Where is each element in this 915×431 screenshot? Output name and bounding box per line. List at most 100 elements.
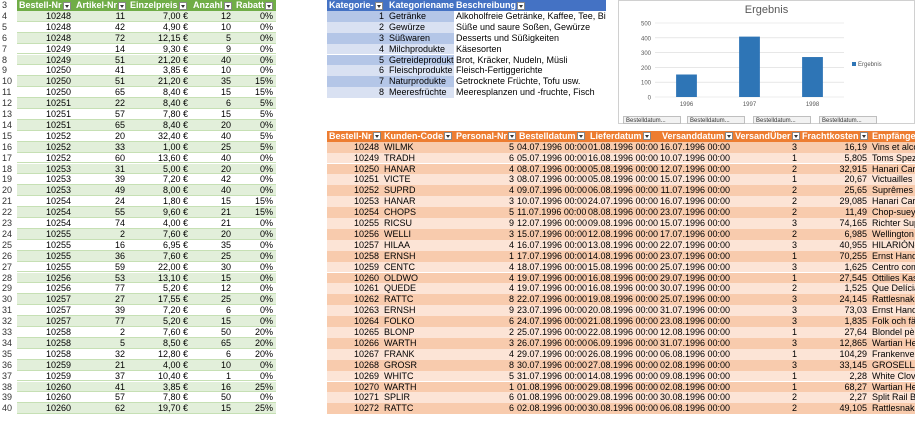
table3-cell[interactable]: 10255 bbox=[327, 218, 382, 229]
table3-cell[interactable]: 3 bbox=[454, 196, 517, 208]
table2-cell[interactable]: Meeresplanzen und -fruchte, Fisch bbox=[454, 87, 606, 99]
table2-cell[interactable]: 3 bbox=[327, 32, 387, 44]
table1-cell[interactable]: 21 bbox=[74, 359, 128, 371]
table1-cell[interactable]: 2 bbox=[74, 327, 128, 338]
table3-cell[interactable]: 12.08.1996 00:00 bbox=[660, 327, 733, 338]
table3-cell[interactable]: QUEDE bbox=[382, 283, 454, 295]
table3-cell[interactable]: 20,67 bbox=[800, 174, 870, 186]
table3-cell[interactable]: 4 bbox=[454, 272, 517, 284]
table3-cell[interactable]: 73,03 bbox=[800, 305, 870, 317]
table3-cell[interactable]: 29.08.1996 00:00 bbox=[588, 392, 660, 404]
table3-cell[interactable]: 16.07.1996 00:00 bbox=[517, 239, 588, 251]
table3-cell[interactable]: 13.08.1996 00:00 bbox=[588, 239, 660, 251]
table3-cell[interactable]: 2 bbox=[733, 207, 800, 218]
table1-cell[interactable]: 0% bbox=[234, 163, 276, 175]
table3-cell[interactable]: 06.08.1996 00:00 bbox=[660, 348, 733, 360]
filter-dropdown-icon[interactable] bbox=[372, 132, 381, 141]
table3-cell[interactable]: CENTC bbox=[382, 261, 454, 273]
table3-cell[interactable]: 2 bbox=[733, 185, 800, 197]
table3-cell[interactable]: White Clove bbox=[870, 370, 915, 382]
table1-cell[interactable]: 59 bbox=[74, 261, 128, 273]
table3-cell[interactable]: 1 bbox=[733, 174, 800, 186]
table1-cell[interactable]: 0% bbox=[234, 272, 276, 284]
table1-cell[interactable]: 8,40 € bbox=[128, 98, 191, 109]
table1-cell[interactable]: 20% bbox=[234, 327, 276, 338]
table1-cell[interactable]: 15% bbox=[234, 196, 276, 208]
table3-cell[interactable]: 1 bbox=[733, 272, 800, 284]
table3-cell[interactable]: 17.07.1996 00:00 bbox=[660, 228, 733, 240]
table1-cell[interactable]: 15% bbox=[234, 87, 276, 99]
table1-cell[interactable]: 5% bbox=[234, 109, 276, 120]
table3-cell[interactable]: 10269 bbox=[327, 370, 382, 382]
table3-cell[interactable]: 25.07.1996 00:00 bbox=[660, 294, 733, 306]
table3-cell[interactable]: 10271 bbox=[327, 392, 382, 404]
table2-cell[interactable]: Süße und saure Soßen, Gewürze bbox=[454, 21, 606, 33]
table1-cell[interactable]: 20% bbox=[234, 348, 276, 360]
table3-cell[interactable]: 14.08.1996 00:00 bbox=[588, 250, 660, 262]
table1-cell[interactable]: 15% bbox=[234, 76, 276, 88]
table3-cell[interactable]: 09.08.1996 00:00 bbox=[588, 218, 660, 229]
table1-cell[interactable]: 0% bbox=[234, 239, 276, 251]
table1-cell[interactable]: 0% bbox=[234, 316, 276, 327]
table1-cell[interactable]: 10256 bbox=[17, 283, 74, 295]
table3-cell[interactable]: 10258 bbox=[327, 250, 382, 262]
table3-cell[interactable]: 10268 bbox=[327, 359, 382, 371]
table3-cell[interactable]: 10.07.1996 00:00 bbox=[660, 152, 733, 164]
table3-cell[interactable]: Frankenver bbox=[870, 348, 915, 360]
table3-cell[interactable]: 6 bbox=[454, 316, 517, 327]
table3-cell[interactable]: 68,27 bbox=[800, 381, 870, 393]
table1-cell[interactable]: 30 bbox=[191, 261, 234, 273]
table3-cell[interactable]: 10270 bbox=[327, 381, 382, 393]
table1-cell[interactable]: 50 bbox=[191, 327, 234, 338]
table1-cell[interactable]: 32 bbox=[74, 348, 128, 360]
table3-cell[interactable]: 2 bbox=[733, 163, 800, 175]
table3-cell[interactable]: 22.08.1996 00:00 bbox=[588, 327, 660, 338]
table3-cell[interactable]: 16.08.1996 00:00 bbox=[588, 152, 660, 164]
table2-cell[interactable]: Süßwaren bbox=[387, 32, 454, 44]
table2-cell[interactable]: Getrocknete Früchte, Tofu usw. bbox=[454, 76, 606, 88]
table3-cell[interactable]: Que Delícia bbox=[870, 283, 915, 295]
table1-cell[interactable]: 0% bbox=[234, 54, 276, 66]
filter-dropdown-icon[interactable] bbox=[725, 132, 733, 141]
table3-cell[interactable]: 30.07.1996 00:00 bbox=[660, 283, 733, 295]
table3-cell[interactable]: 25,65 bbox=[800, 185, 870, 197]
table1-cell[interactable]: 15% bbox=[234, 207, 276, 218]
table1-cell[interactable]: 10250 bbox=[17, 76, 74, 88]
table1-cell[interactable]: 10254 bbox=[17, 218, 74, 229]
table1-cell[interactable]: 8,40 € bbox=[128, 87, 191, 99]
table3-cell[interactable]: 12.08.1996 00:00 bbox=[588, 228, 660, 240]
table1-cell[interactable]: 12 bbox=[191, 283, 234, 295]
table1-cell[interactable]: 0% bbox=[234, 283, 276, 295]
table2-cell[interactable]: Brot, Kräcker, Nudeln, Müsli bbox=[454, 54, 606, 66]
table1-cell[interactable]: 10255 bbox=[17, 239, 74, 251]
table3-cell[interactable]: WARTH bbox=[382, 337, 454, 349]
table1-cell[interactable]: 21 bbox=[191, 218, 234, 229]
table3-cell[interactable]: 5 bbox=[454, 207, 517, 218]
table1-cell[interactable]: 20 bbox=[191, 163, 234, 175]
table1-cell[interactable]: 39 bbox=[74, 174, 128, 186]
table3-cell[interactable]: VICTE bbox=[382, 174, 454, 186]
table1-cell[interactable]: 35 bbox=[191, 76, 234, 88]
table1-cell[interactable]: 10260 bbox=[17, 403, 74, 415]
table1-header-0[interactable]: Bestell-Nr bbox=[17, 0, 74, 11]
table1-cell[interactable]: 10255 bbox=[17, 250, 74, 262]
table3-cell[interactable]: CHOPS bbox=[382, 207, 454, 218]
table1-cell[interactable]: 7,80 € bbox=[128, 109, 191, 120]
table3-cell[interactable]: 23.07.1996 00:00 bbox=[660, 250, 733, 262]
table3-cell[interactable]: 29.08.1996 00:00 bbox=[588, 381, 660, 393]
table1-cell[interactable]: 0% bbox=[234, 250, 276, 262]
table1-cell[interactable]: 17,55 € bbox=[128, 294, 191, 306]
table3-cell[interactable]: 104,29 bbox=[800, 348, 870, 360]
table1-cell[interactable]: 40 bbox=[191, 152, 234, 164]
table1-cell[interactable]: 20 bbox=[191, 119, 234, 131]
table3-cell[interactable]: 1 bbox=[733, 250, 800, 262]
table3-cell[interactable]: TRADH bbox=[382, 152, 454, 164]
table3-cell[interactable]: 31.07.1996 00:00 bbox=[660, 337, 733, 349]
table1-cell[interactable]: 12,15 € bbox=[128, 32, 191, 44]
table3-cell[interactable]: Ernst Hand bbox=[870, 250, 915, 262]
table1-cell[interactable]: 0% bbox=[234, 119, 276, 131]
table3-cell[interactable]: 05.08.1996 00:00 bbox=[588, 174, 660, 186]
table3-cell[interactable]: OLDWO bbox=[382, 272, 454, 284]
table3-cell[interactable]: 06.08.1996 00:00 bbox=[660, 403, 733, 415]
table1-cell[interactable]: 21,20 € bbox=[128, 54, 191, 66]
